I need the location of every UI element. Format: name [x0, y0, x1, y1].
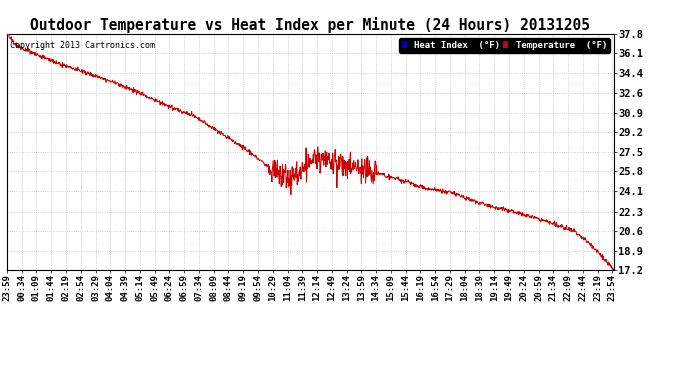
Legend: Heat Index  (°F), Temperature  (°F): Heat Index (°F), Temperature (°F)	[399, 38, 609, 53]
Title: Outdoor Temperature vs Heat Index per Minute (24 Hours) 20131205: Outdoor Temperature vs Heat Index per Mi…	[30, 16, 591, 33]
Text: Copyright 2013 Cartronics.com: Copyright 2013 Cartronics.com	[10, 41, 155, 50]
